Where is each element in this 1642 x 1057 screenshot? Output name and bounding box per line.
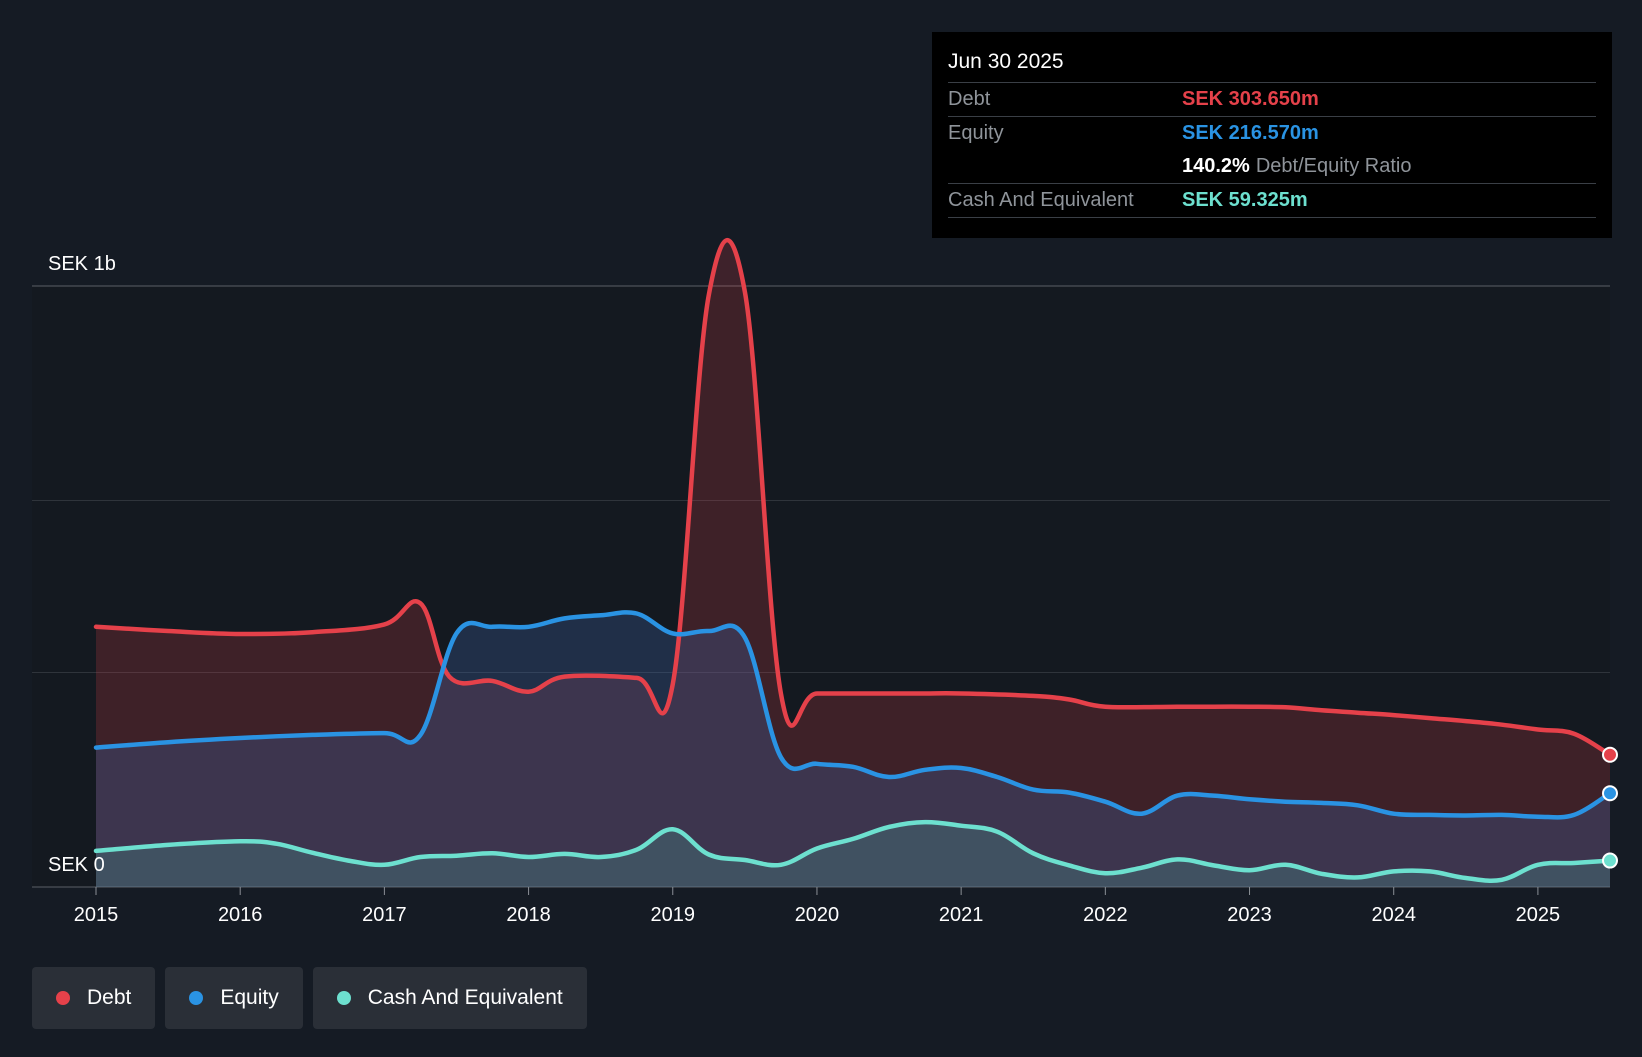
series-layer [93,238,1618,887]
tooltip-equity-value: SEK 216.570m [1182,122,1319,144]
tooltip-cash-row: Cash And Equivalent SEK 59.325m [948,183,1596,218]
debt-line [93,238,1613,758]
equity-dot-icon [189,991,204,1005]
x-tick-label: 2016 [218,904,263,926]
x-tick-label: 2018 [506,904,551,926]
debt-area [96,240,1610,887]
x-tick-label: 2019 [651,904,696,926]
x-axis: 2015 2016 2017 2018 2019 2020 2021 2022 2023 2024… [74,887,1560,926]
legend-equity-label: Equity [220,986,279,1009]
legend-item-debt[interactable]: Debt [32,967,156,1029]
gridlines [32,285,1610,888]
tooltip-cash-label: Cash And Equivalent [948,189,1134,211]
plot-background [32,286,1610,887]
tooltip-panel: Jun 30 2025 Debt SEK 303.650m Equity SEK… [932,32,1612,238]
x-tick-label: 2015 [74,904,119,926]
tooltip-debt-value: SEK 303.650m [1182,88,1319,110]
tooltip-ratio-value: 140.2% [1182,155,1250,177]
x-tick-label: 2022 [1083,904,1128,926]
equity-end-point[interactable] [1602,785,1618,802]
x-tick-label: 2021 [939,904,984,926]
legend-debt-label: Debt [87,986,132,1009]
tooltip-date: Jun 30 2025 [948,50,1064,73]
x-tick-label: 2017 [362,904,407,926]
legend-item-cash[interactable]: Cash And Equivalent [312,967,587,1029]
x-tick-label: 2020 [795,904,840,926]
equity-line [93,610,1613,820]
tooltip-equity-label: Equity [948,122,1004,144]
tooltip-ratio-row: 140.2% Debt/Equity Ratio [948,150,1596,183]
legend-cash-label: Cash And Equivalent [367,986,563,1009]
cash-end-point[interactable] [1602,852,1618,869]
debt-dot-icon [56,991,70,1005]
y-axis-bottom-label: SEK 0 [48,854,105,876]
y-axis-top-label: SEK 1b [48,253,116,275]
x-tick-label: 2023 [1227,904,1272,926]
x-tick-label: 2025 [1516,904,1561,926]
tooltip-debt-row: Debt SEK 303.650m [948,82,1596,116]
tooltip-debt-label: Debt [948,88,991,110]
x-tick-label: 2024 [1371,904,1416,926]
legend-item-equity[interactable]: Equity [165,967,303,1029]
legend: Debt Equity Cash And Equivalent [32,967,587,1029]
tooltip-equity-row: Equity SEK 216.570m [948,116,1596,150]
tooltip-cash-value: SEK 59.325m [1182,189,1308,211]
cash-dot-icon [336,991,351,1005]
tooltip-ratio-label: Debt/Equity Ratio [1255,155,1412,177]
cash-line [93,819,1613,883]
debt-end-point[interactable] [1602,746,1618,763]
